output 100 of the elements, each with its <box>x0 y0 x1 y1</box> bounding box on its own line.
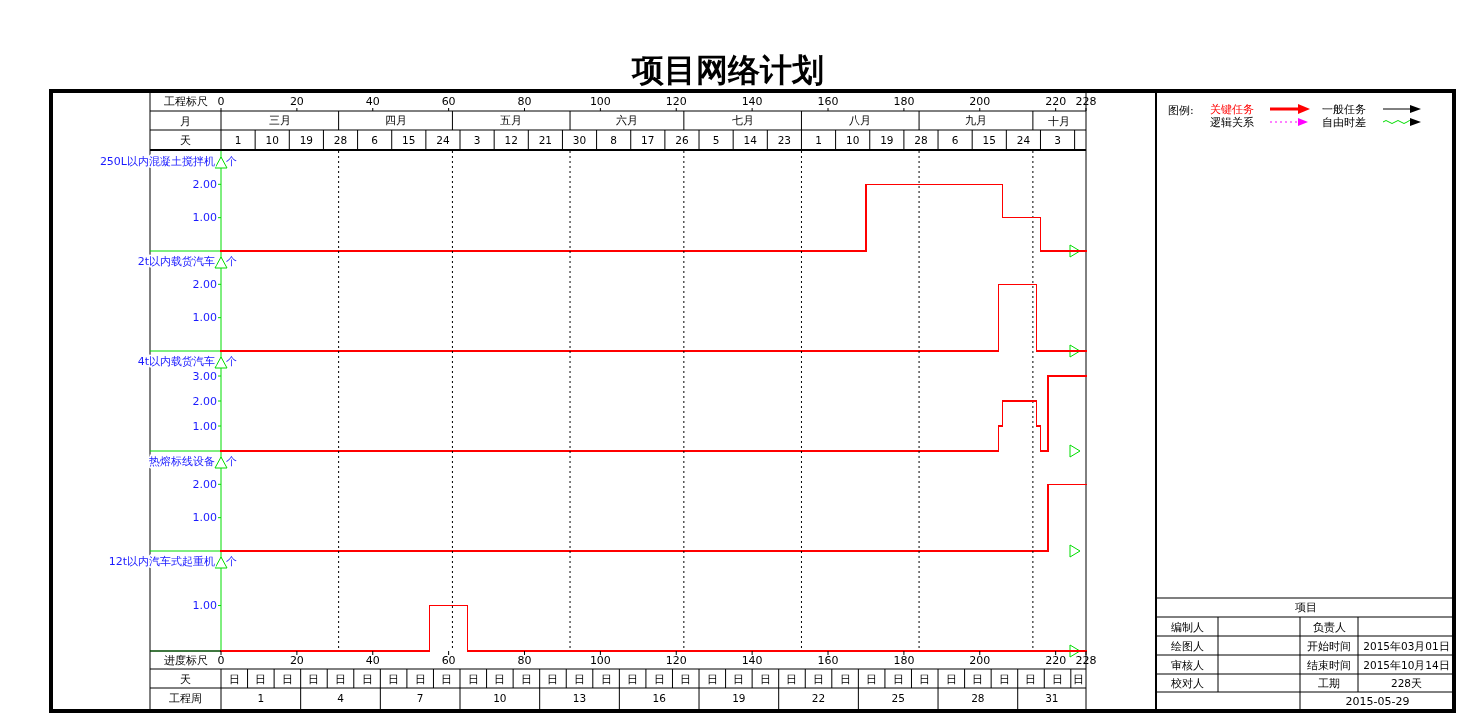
x2-tick-label: 120 <box>665 94 687 108</box>
text: 1 <box>815 134 822 146</box>
text: 七月 <box>731 114 754 127</box>
text: 日 <box>308 672 320 685</box>
text: 15 <box>982 134 996 146</box>
text: 日 <box>467 672 479 685</box>
text: 日 <box>547 672 559 685</box>
x-tick-label: 80 <box>517 653 532 667</box>
text: 日 <box>945 672 957 685</box>
text: 19 <box>732 692 746 704</box>
text: 19 <box>880 134 894 146</box>
x2-tick-label: 0 <box>217 94 225 108</box>
annotation: 个 <box>226 354 237 368</box>
text: 21 <box>538 134 553 146</box>
text: 日 <box>786 672 798 685</box>
y-tick-label: 1.00 <box>192 311 217 325</box>
y-tick-label: 2.00 <box>192 394 217 408</box>
text: 日 <box>361 672 373 685</box>
text: 6 <box>371 134 379 146</box>
x2-tick-label: 60 <box>441 94 456 108</box>
text: 项目 <box>1294 601 1317 614</box>
x2-tick-label: 160 <box>817 94 839 108</box>
text: 日 <box>600 672 612 685</box>
text: 2015年10月14日 <box>1363 658 1450 671</box>
text: 三月 <box>268 114 291 127</box>
text: 十月 <box>1048 114 1071 127</box>
y-tick-label: 1.00 <box>192 211 217 225</box>
text: 日 <box>759 672 771 685</box>
text: 日 <box>706 672 718 685</box>
text: 个 <box>226 554 237 568</box>
text: 编制人 <box>1170 620 1204 633</box>
text: 7 <box>416 692 424 704</box>
x2-tick-label: 220 <box>1045 94 1067 108</box>
text: 10 <box>493 692 507 704</box>
text: 日 <box>1072 672 1084 685</box>
y-tick-label: 3.00 <box>192 369 217 383</box>
text: 6 <box>951 134 959 146</box>
text: 17 <box>641 134 655 146</box>
text: 3 <box>473 134 481 146</box>
y-tick-label: 2.00 <box>192 177 217 191</box>
text: 28 <box>333 134 348 146</box>
text: 九月 <box>964 114 987 127</box>
text: 16 <box>652 692 667 704</box>
x2-tick-label: 180 <box>893 94 915 108</box>
text: 22 <box>811 692 826 704</box>
text: 228天 <box>1390 677 1423 689</box>
text: 负责人 <box>1312 620 1346 633</box>
text: 工程周 <box>169 692 202 704</box>
text: 五月 <box>500 114 523 127</box>
text: 10 <box>845 134 860 146</box>
text: 19 <box>299 134 314 146</box>
text: 绘图人 <box>1170 639 1204 652</box>
x-tick-label: 40 <box>365 653 380 667</box>
x2-tick-label: 200 <box>969 94 991 108</box>
text: 天 <box>180 672 191 685</box>
text: 日 <box>627 672 639 685</box>
text: 日 <box>653 672 665 685</box>
text: 结束时间 <box>1307 658 1351 671</box>
text: 日 <box>733 672 745 685</box>
text: 八月 <box>849 114 872 127</box>
annotation: 个 <box>226 454 237 468</box>
text: 六月 <box>615 114 638 127</box>
text: 8 <box>610 134 618 146</box>
text: 日 <box>388 672 400 685</box>
x-tick-label: 200 <box>969 653 991 667</box>
text: 4 <box>337 692 345 704</box>
x2-tick-label: 100 <box>589 94 611 108</box>
text: 5 <box>712 134 720 146</box>
x-tick-label: 228 <box>1075 653 1097 667</box>
text: 天 <box>180 134 191 146</box>
text: 25 <box>891 692 905 704</box>
text: 31 <box>1045 692 1059 704</box>
y-tick-label: 2.00 <box>192 277 217 291</box>
text: 日 <box>1025 672 1037 685</box>
text: 校对人 <box>1169 677 1204 689</box>
y-tick-label: 1.00 <box>192 511 217 525</box>
text: 日 <box>839 672 851 685</box>
text: 日 <box>441 672 453 685</box>
text: 日 <box>255 672 267 685</box>
chart-title: 项目网络计划 <box>631 51 824 89</box>
text: 一般任务 <box>1322 102 1366 116</box>
text: 13 <box>572 692 587 704</box>
x-tick-label: 20 <box>289 653 304 667</box>
x-tick-label: 220 <box>1045 653 1067 667</box>
y-tick-label: 2.00 <box>192 477 217 491</box>
x-tick-label: 180 <box>893 653 915 667</box>
text: 日 <box>228 672 240 685</box>
text: 2015年03月01日 <box>1363 639 1450 652</box>
x-tick-label: 160 <box>817 653 839 667</box>
text: 15 <box>402 134 416 146</box>
text: 逻辑关系 <box>1210 115 1254 129</box>
text: 工期 <box>1318 677 1340 689</box>
text: 日 <box>892 672 904 685</box>
x2-tick-label: 20 <box>289 94 304 108</box>
text: 日 <box>919 672 931 685</box>
x2-tick-label: 228 <box>1075 94 1097 108</box>
x2-tick-label: 80 <box>517 94 532 108</box>
x-tick-label: 140 <box>741 653 763 667</box>
x-tick-label: 0 <box>217 653 225 667</box>
text: 23 <box>777 134 792 146</box>
